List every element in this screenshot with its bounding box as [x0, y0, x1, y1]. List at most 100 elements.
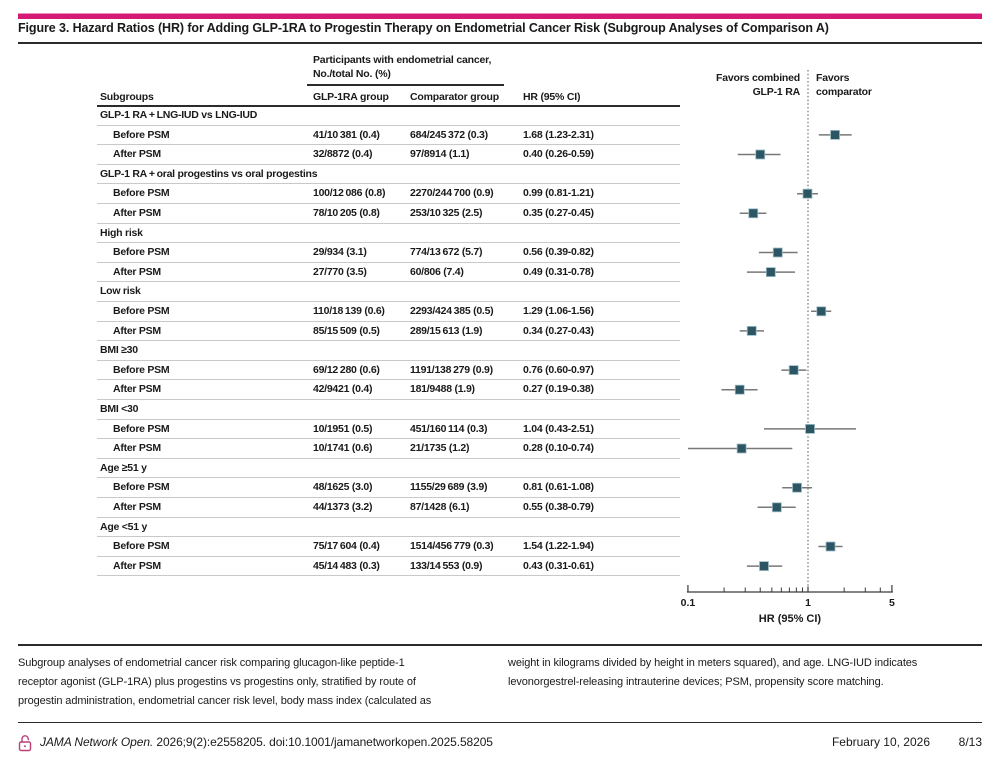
footer-rule: [18, 722, 982, 724]
subgroup-label: Before PSM: [113, 540, 170, 553]
journal-name: JAMA Network Open.: [40, 735, 154, 749]
hr-marker: [830, 129, 840, 140]
comparator-value: 289/15 613 (1.9): [410, 324, 483, 337]
group-label: GLP-1 RA + oral progestins vs oral proge…: [100, 167, 318, 180]
table-row: After PSM 44/1373 (3.2) 87/1428 (6.1) 0.55 …: [97, 498, 680, 518]
comparator-value: 181/9488 (1.9): [410, 383, 475, 396]
glp1ra-value: 32/8872 (0.4): [313, 148, 373, 161]
group-header-row: Age <51 y: [97, 518, 680, 538]
comparator-value: 1514/456 779 (0.3): [410, 540, 494, 553]
caption-rule: [18, 644, 982, 646]
hr-marker: [788, 365, 799, 376]
table-row: After PSM 32/8872 (0.4) 97/8914 (1.1) 0.40 …: [97, 145, 680, 165]
open-access-lock-icon: [18, 735, 32, 752]
hr-marker: [736, 443, 747, 454]
comparator-value: 1155/29 689 (3.9): [410, 481, 488, 494]
hr-value: 0.35 (0.27-0.45): [523, 207, 594, 219]
group-header-row: Low risk: [97, 282, 680, 302]
comparator-value: 451/160 114 (0.3): [410, 422, 488, 435]
table-row: Before PSM 48/1625 (3.0) 1155/29 689 (3.9)…: [97, 478, 680, 498]
glp1ra-value: 10/1951 (0.5): [313, 422, 373, 435]
hr-marker: [772, 247, 783, 258]
favors-comparator-label: Favors comparator: [816, 72, 872, 98]
comparator-value: 133/14 553 (0.9): [410, 559, 483, 572]
title-rule: [18, 42, 982, 44]
subgroup-label: Before PSM: [113, 128, 170, 141]
hr-value: 0.34 (0.27-0.43): [523, 324, 594, 337]
group-label: Age <51 y: [100, 520, 148, 533]
hr-marker: [802, 188, 813, 199]
table-row: Before PSM 75/17 604 (0.4) 1514/456 779 (0…: [97, 537, 680, 557]
hr-marker: [771, 502, 782, 513]
group-label: High risk: [100, 226, 143, 239]
axis-tick-label: 0.1: [681, 597, 696, 609]
hr-value: 0.28 (0.10-0.74): [523, 442, 594, 455]
table-row: Before PSM 10/1951 (0.5) 451/160 114 (0.3)…: [97, 420, 680, 440]
hr-value: 0.27 (0.19-0.38): [523, 383, 594, 396]
subgroup-label: Before PSM: [113, 246, 170, 259]
group-header-row: BMI <30: [97, 400, 680, 420]
group-header-row: GLP-1 RA + oral progestins vs oral proge…: [97, 165, 680, 185]
hr-marker: [748, 208, 759, 219]
group-label: Age ≥51 y: [100, 461, 147, 474]
subgroup-label: After PSM: [113, 501, 161, 513]
subgroup-label: After PSM: [113, 559, 161, 572]
comparator-value: 2293/424 385 (0.5): [410, 305, 494, 317]
hr-marker: [765, 267, 776, 278]
hr-value: 0.49 (0.31-0.78): [523, 265, 594, 278]
table-row: After PSM 27/770 (3.5) 60/806 (7.4) 0.49 (0…: [97, 263, 680, 283]
table-row: After PSM 10/1741 (0.6) 21/1735 (1.2) 0.28 …: [97, 439, 680, 459]
hr-value: 1.68 (1.23-2.31): [523, 128, 594, 141]
favors-combined-label: Favors combined GLP-1 RA: [716, 72, 800, 98]
group-header-row: High risk: [97, 224, 680, 244]
comparator-value: 21/1735 (1.2): [410, 442, 470, 455]
subgroup-label: After PSM: [113, 383, 161, 396]
table-row: Before PSM 110/18 139 (0.6) 2293/424 385 (…: [97, 302, 680, 322]
table-row: After PSM 85/15 509 (0.5) 289/15 613 (1.9)…: [97, 322, 680, 342]
glp1ra-value: 85/15 509 (0.5): [313, 324, 380, 337]
subgroup-label: Before PSM: [113, 187, 170, 200]
subgroup-label: Before PSM: [113, 481, 170, 494]
glp1ra-value: 42/9421 (0.4): [313, 383, 373, 396]
glp1ra-value: 45/14 483 (0.3): [313, 559, 380, 572]
subgroup-label: Before PSM: [113, 363, 170, 376]
comparator-value: 774/13 672 (5.7): [410, 246, 483, 259]
subgroup-label: Before PSM: [113, 305, 170, 317]
table-row: Before PSM 41/10 381 (0.4) 684/245 372 (0.…: [97, 126, 680, 146]
page-number: 8/13: [958, 735, 982, 749]
hr-marker: [792, 482, 802, 493]
column-header-hr: HR (95% CI): [523, 91, 581, 103]
citation-text: 2026;9(2):e2558205. doi:10.1001/jamanetw…: [153, 735, 493, 749]
group-header-row: BMI ≥30: [97, 341, 680, 361]
hr-value: 1.54 (1.22-1.94): [523, 540, 594, 553]
header-rule: [97, 105, 680, 107]
column-header-subgroups: Subgroups: [100, 91, 154, 103]
group-label: GLP-1 RA + LNG-IUD vs LNG-IUD: [100, 109, 258, 121]
axis-tick-label: 1: [805, 597, 811, 609]
hr-value: 0.99 (0.81-1.21): [523, 187, 594, 200]
hr-value: 0.81 (0.61-1.08): [523, 481, 594, 494]
subgroup-label: After PSM: [113, 265, 161, 278]
spanner-header-line2: No./total No. (%): [313, 68, 391, 80]
comparator-value: 87/1428 (6.1): [410, 501, 470, 513]
comparator-value: 684/245 372 (0.3): [410, 128, 488, 141]
glp1ra-value: 41/10 381 (0.4): [313, 128, 380, 141]
subgroup-label: After PSM: [113, 207, 161, 219]
caption-left: Subgroup analyses of endometrial cancer …: [18, 657, 432, 707]
figure-title: Figure 3. Hazard Ratios (HR) for Adding …: [18, 21, 829, 35]
glp1ra-value: 10/1741 (0.6): [313, 442, 373, 455]
comparator-value: 253/10 325 (2.5): [410, 207, 483, 219]
table-row: Before PSM 69/12 280 (0.6) 1191/138 279 (0…: [97, 361, 680, 381]
table-row: Before PSM 29/934 (3.1) 774/13 672 (5.7) 0.…: [97, 243, 680, 263]
hr-marker: [759, 561, 769, 571]
hr-marker: [746, 325, 757, 336]
subgroup-label: After PSM: [113, 442, 161, 455]
glp1ra-value: 78/10 205 (0.8): [313, 207, 380, 219]
hr-value: 0.43 (0.31-0.61): [523, 559, 594, 572]
group-header-row: GLP-1 RA + LNG-IUD vs LNG-IUD: [97, 106, 680, 126]
subgroup-label: Before PSM: [113, 422, 170, 435]
accent-bar: [18, 13, 982, 19]
hr-marker: [825, 541, 836, 552]
glp1ra-value: 48/1625 (3.0): [313, 481, 373, 494]
glp1ra-value: 75/17 604 (0.4): [313, 540, 380, 553]
